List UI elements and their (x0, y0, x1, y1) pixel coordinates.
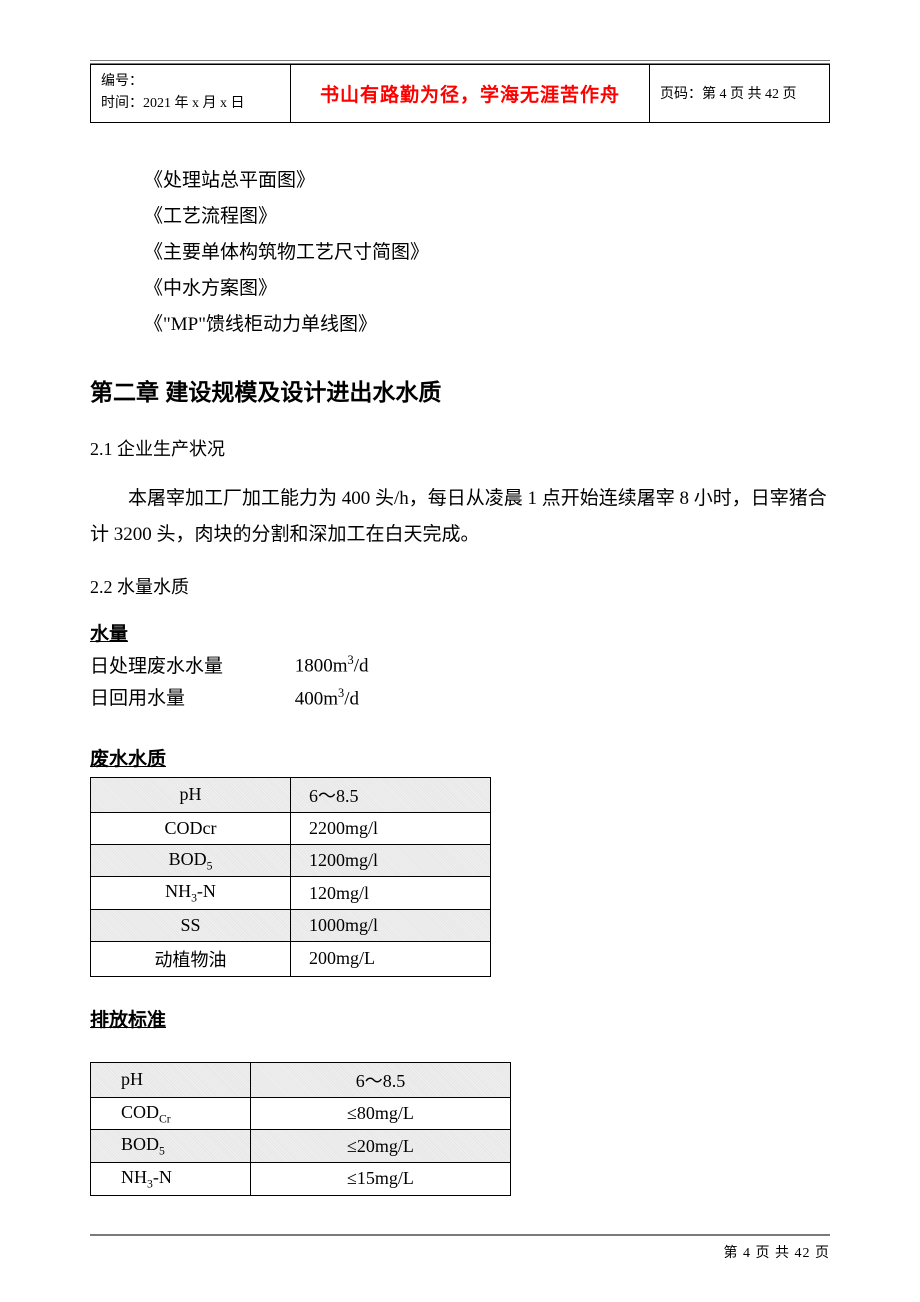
param: CODcr (165, 818, 217, 838)
cell-param: NH3-N (91, 877, 291, 910)
attachments-list: 《处理站总平面图》 《工艺流程图》 《主要单体构筑物工艺尺寸简图》 《中水方案图… (144, 163, 830, 343)
param-suffix: -N (153, 1167, 172, 1187)
header-date: 时间：2021 年 x 月 x 日 (101, 93, 280, 115)
table-row: pH 6～8.5 (91, 777, 491, 812)
list-item: 《处理站总平面图》 (144, 163, 830, 199)
param-suffix: -N (197, 881, 216, 901)
header-right-cell: 页码：第 4 页 共 42 页 (650, 65, 830, 123)
header-left-cell: 编号： 时间：2021 年 x 月 x 日 (91, 65, 291, 123)
cell-param: CODcr (91, 812, 291, 844)
cell-param: pH (91, 1062, 251, 1097)
kv-unit: /d (344, 688, 359, 709)
table-row: BOD5 ≤20mg/L (91, 1130, 511, 1163)
param: NH (165, 881, 191, 901)
list-item: 《主要单体构筑物工艺尺寸简图》 (144, 235, 830, 271)
cell-param: BOD5 (91, 1130, 251, 1163)
cell-value: ≤80mg/L (251, 1097, 511, 1130)
wastewater-quality-heading: 废水水质 (90, 744, 830, 771)
page-footer: 第 4 页 共 42 页 (90, 1232, 830, 1262)
wastewater-quality-table: pH 6～8.5 CODcr 2200mg/l BOD5 1200mg/l NH… (90, 777, 491, 977)
section-2-1-title: 2.1 企业生产状况 (90, 435, 830, 461)
param-sub: Cr (159, 1112, 171, 1125)
param: pH (121, 1069, 143, 1089)
list-item: 《中水方案图》 (144, 271, 830, 307)
discharge-standard-heading: 排放标准 (90, 1005, 830, 1032)
table-row: pH 6～8.5 (91, 1062, 511, 1097)
table-row: NH3-N ≤15mg/L (91, 1163, 511, 1196)
kv-label: 日回用水量 (90, 683, 290, 715)
param: pH (180, 784, 202, 804)
section-2-2-title: 2.2 水量水质 (90, 573, 830, 599)
table-row: BOD5 1200mg/l (91, 844, 491, 877)
param: SS (180, 915, 200, 935)
kv-row: 日处理废水水量 1800m3/d (90, 650, 830, 683)
table-row: 动植物油 200mg/L (91, 941, 491, 976)
cell-param: BOD5 (91, 844, 291, 877)
param-sub: 5 (207, 859, 213, 872)
cell-param: SS (91, 909, 291, 941)
param-sub: 5 (159, 1145, 165, 1158)
cell-value: 1000mg/l (291, 909, 491, 941)
kv-num: 400m (295, 688, 338, 709)
kv-value: 1800m3/d (295, 650, 369, 683)
header-rule (90, 60, 830, 61)
kv-num: 1800m (295, 656, 348, 677)
discharge-standard-table: pH 6～8.5 CODCr ≤80mg/L BOD5 ≤20mg/L NH3-… (90, 1062, 511, 1196)
header-page-info: 页码：第 4 页 共 42 页 (660, 87, 797, 102)
cell-param: 动植物油 (91, 941, 291, 976)
cell-value: 120mg/l (291, 877, 491, 910)
table-row: SS 1000mg/l (91, 909, 491, 941)
chapter-title: 第二章 建设规模及设计进出水水质 (90, 373, 830, 407)
cell-value: 2200mg/l (291, 812, 491, 844)
page-header: 编号： 时间：2021 年 x 月 x 日 书山有路勤为径，学海无涯苦作舟 页码… (90, 64, 830, 123)
param: COD (121, 1102, 159, 1122)
cell-value: ≤20mg/L (251, 1130, 511, 1163)
kv-value: 400m3/d (295, 683, 359, 716)
kv-label: 日处理废水水量 (90, 651, 290, 683)
cell-value: 1200mg/l (291, 844, 491, 877)
cell-value: 6～8.5 (291, 777, 491, 812)
kv-unit: /d (354, 656, 369, 677)
kv-row: 日回用水量 400m3/d (90, 683, 830, 716)
header-id: 编号： (101, 71, 280, 93)
table-row: NH3-N 120mg/l (91, 877, 491, 910)
cell-param: NH3-N (91, 1163, 251, 1196)
list-item: 《"MP"馈线柜动力单线图》 (144, 307, 830, 343)
footer-rule (90, 1235, 830, 1236)
list-item: 《工艺流程图》 (144, 199, 830, 235)
param: BOD (169, 849, 207, 869)
cell-value: ≤15mg/L (251, 1163, 511, 1196)
param: BOD (121, 1134, 159, 1154)
cell-param: CODCr (91, 1097, 251, 1130)
param: 动植物油 (155, 950, 227, 970)
header-motto: 书山有路勤为径，学海无涯苦作舟 (320, 85, 620, 106)
page: 编号： 时间：2021 年 x 月 x 日 书山有路勤为径，学海无涯苦作舟 页码… (0, 0, 920, 1302)
section-2-1-para: 本屠宰加工厂加工能力为 400 头/h，每日从凌晨 1 点开始连续屠宰 8 小时… (90, 481, 830, 553)
table-row: CODcr 2200mg/l (91, 812, 491, 844)
header-center-cell: 书山有路勤为径，学海无涯苦作舟 (291, 65, 650, 123)
cell-value: 6～8.5 (251, 1062, 511, 1097)
table-row: CODCr ≤80mg/L (91, 1097, 511, 1130)
water-volume-heading: 水量 (90, 619, 830, 646)
footer-page-number: 第 4 页 共 42 页 (90, 1242, 830, 1262)
param: NH (121, 1167, 147, 1187)
cell-param: pH (91, 777, 291, 812)
cell-value: 200mg/L (291, 941, 491, 976)
